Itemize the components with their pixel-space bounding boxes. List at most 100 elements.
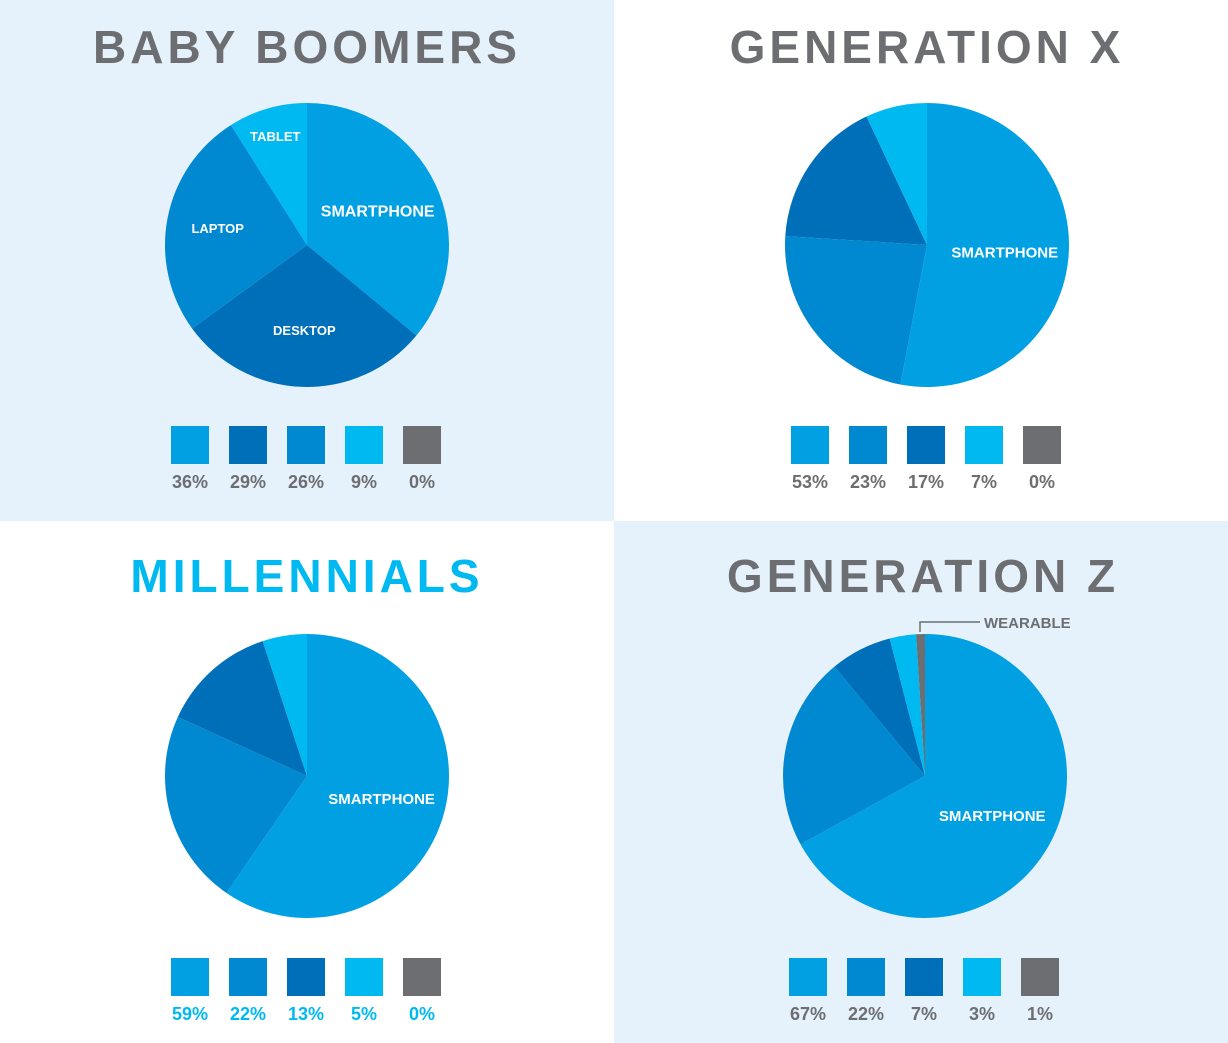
legend-swatch [229, 958, 267, 996]
legend-item-laptop: 23% [849, 426, 887, 493]
slice-label-tablet: TABLET [250, 129, 300, 144]
legend-item-wearable: 0% [403, 426, 441, 493]
slice-label-desktop: DESKTOP [273, 323, 336, 338]
legend-item-desktop: 29% [229, 426, 267, 493]
legend-item-tablet: 9% [345, 426, 383, 493]
legend-swatch [345, 958, 383, 996]
legend-item-wearable: 0% [1023, 426, 1061, 493]
legend-percent: 3% [968, 1004, 995, 1024]
legend-swatch [287, 426, 325, 464]
annotation-label: WEARABLE [984, 615, 1071, 632]
legend-percent: 29% [229, 472, 267, 492]
pie-slice-wearable [916, 634, 925, 776]
pie-slice-laptop [165, 125, 307, 329]
chart-title: BABY BOOMERS [93, 21, 521, 73]
legend-swatch [965, 426, 1003, 464]
legend-percent: 13% [287, 1004, 325, 1024]
legend: 36% 29% 26% 9% 0% [171, 426, 441, 493]
legend-percent: 22% [229, 1004, 267, 1024]
legend-percent: 53% [791, 472, 829, 492]
baby-boomers-panel: BABY BOOMERS SMARTPHONE DESKTOP LAPTOP TABL… [0, 0, 614, 521]
legend: 67% 22% 7% 3% 1% [789, 958, 1059, 1025]
legend-swatch [171, 958, 209, 996]
legend-swatch [849, 426, 887, 464]
legend-swatch [905, 958, 943, 996]
legend-swatch [287, 958, 325, 996]
legend-item-desktop: 17% [907, 426, 945, 493]
pie-slice-smartphone [800, 634, 1067, 918]
legend-swatch [229, 426, 267, 464]
legend-swatch [171, 426, 209, 464]
legend-swatch [847, 958, 885, 996]
legend-percent: 17% [907, 472, 945, 492]
pie-slice-tablet [262, 634, 307, 776]
pie-slice-tablet [230, 103, 307, 245]
legend-swatch [907, 426, 945, 464]
generation-x-panel: GENERATION X SMARTPHONE 53% 23% 17% 7% 0% [614, 0, 1228, 521]
legend-swatch [791, 426, 829, 464]
legend-item-desktop: 13% [287, 958, 325, 1025]
legend-item-laptop: 26% [287, 426, 325, 493]
legend-percent: 67% [789, 1004, 827, 1024]
slice-label-smartphone: SMARTPHONE [321, 204, 435, 221]
pie-slice-desktop [177, 641, 307, 776]
pie-slice-smartphone [226, 634, 450, 918]
slice-label-laptop: LAPTOP [191, 221, 244, 236]
legend-swatch [789, 958, 827, 996]
chart-title: GENERATION Z [726, 550, 1120, 602]
legend-item-tablet: 7% [965, 426, 1003, 493]
pie-slice-smartphone [900, 103, 1069, 387]
legend-percent: 22% [847, 1004, 885, 1024]
pie-chart: SMARTPHONE WEARABLE [783, 615, 1071, 918]
pie-slice-desktop [834, 638, 925, 776]
pie-slice-tablet [866, 103, 927, 245]
legend-percent: 23% [849, 472, 887, 492]
legend-item-desktop: 7% [905, 958, 943, 1025]
slice-label-smartphone: SMARTPHONE [328, 791, 435, 808]
legend-swatch [403, 426, 441, 464]
legend-item-smartphone: 53% [791, 426, 829, 493]
legend-swatch [403, 958, 441, 996]
legend-swatch [963, 958, 1001, 996]
pie-slice-smartphone [307, 103, 450, 336]
legend-percent: 0% [1028, 472, 1055, 492]
legend-swatch [345, 426, 383, 464]
legend-item-smartphone: 36% [171, 426, 209, 493]
pie-chart: SMARTPHONE [785, 103, 1069, 387]
pie-slice-desktop [785, 116, 927, 245]
legend-percent: 7% [910, 1004, 937, 1024]
legend-percent: 5% [350, 1004, 377, 1024]
pie-slice-laptop [165, 717, 307, 893]
legend-item-wearable: 0% [403, 958, 441, 1025]
legend-item-smartphone: 59% [171, 958, 209, 1025]
annotation-leader-line [919, 621, 980, 632]
legend-item-tablet: 3% [963, 958, 1001, 1025]
legend-item-laptop: 22% [847, 958, 885, 1025]
chart-title: GENERATION X [729, 21, 1125, 73]
slice-label-smartphone: SMARTPHONE [939, 808, 1046, 825]
legend-item-laptop: 22% [229, 958, 267, 1025]
legend-item-smartphone: 67% [789, 958, 827, 1025]
generation-z-panel: GENERATION Z SMARTPHONE WEARABLE 67% 22% 7%… [614, 521, 1228, 1043]
legend-swatch [1023, 426, 1061, 464]
legend-percent: 36% [171, 472, 209, 492]
pie-slice-desktop [192, 245, 417, 387]
legend-item-tablet: 5% [345, 958, 383, 1025]
pie-slice-laptop [783, 666, 925, 845]
pie-slice-laptop [785, 236, 927, 385]
legend-percent: 59% [171, 1004, 209, 1024]
legend-percent: 0% [408, 1004, 435, 1024]
legend: 59% 22% 13% 5% 0% [171, 958, 441, 1025]
legend-percent: 7% [970, 472, 997, 492]
chart-title: MILLENNIALS [130, 550, 484, 602]
pie-chart: SMARTPHONE DESKTOP LAPTOP TABLET [165, 103, 450, 387]
slice-label-smartphone: SMARTPHONE [951, 244, 1058, 261]
legend-percent: 26% [287, 472, 325, 492]
millennials-panel: MILLENNIALS SMARTPHONE 59% 22% 13% 5% 0% [0, 521, 614, 1043]
legend-percent: 0% [408, 472, 435, 492]
pie-chart: SMARTPHONE [165, 634, 450, 918]
legend-percent: 9% [350, 472, 377, 492]
legend: 53% 23% 17% 7% 0% [791, 426, 1061, 493]
pie-slice-tablet [889, 634, 925, 776]
legend-percent: 1% [1026, 1004, 1053, 1024]
